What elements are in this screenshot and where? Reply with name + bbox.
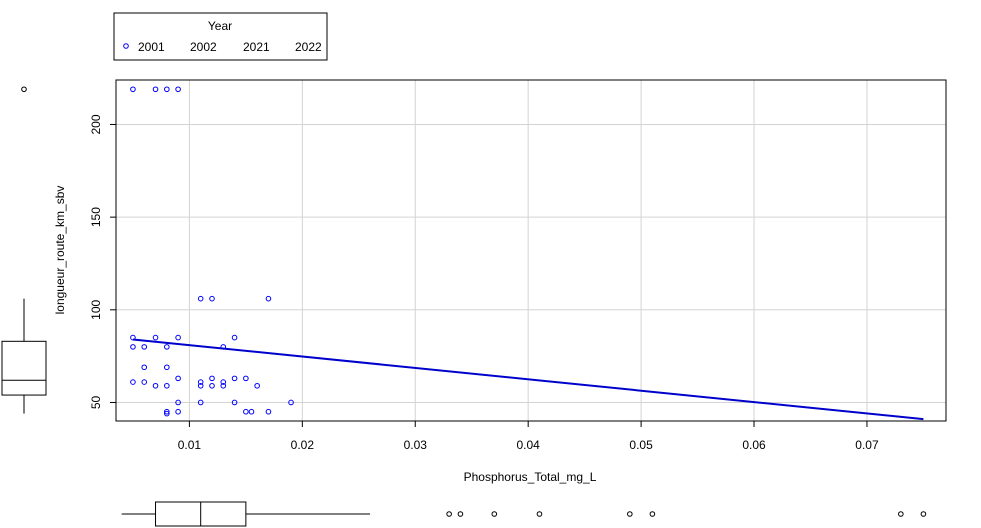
x-box-outlier: [649, 511, 656, 517]
x-box-outlier: [920, 511, 927, 517]
data-point: [175, 399, 181, 406]
y-tick-label: 50: [89, 395, 103, 409]
data-point: [164, 382, 170, 389]
legend-entry-label: 2022: [295, 40, 322, 54]
x-box-outlier: [898, 511, 904, 517]
y-tick-label: 150: [89, 207, 103, 227]
data-point: [197, 382, 204, 389]
x-tick-label: 0.07: [855, 438, 879, 452]
regression-line: [132, 338, 924, 421]
y-tick-label: 100: [89, 299, 103, 319]
data-points: [130, 86, 294, 417]
x-axis-label: Phosphorus_Total_mg_L: [464, 470, 597, 484]
x-box-outlier: [491, 511, 498, 517]
data-point: [254, 382, 260, 389]
data-point: [175, 334, 181, 341]
legend-entries: 2001 2002 2021 2022: [123, 40, 322, 54]
legend-entry-label: 2002: [190, 40, 217, 54]
legend-entry-label: 2021: [243, 40, 270, 54]
data-point: [164, 344, 170, 350]
data-point: [288, 399, 294, 406]
data-point: [152, 86, 159, 93]
data-point: [130, 86, 136, 93]
data-point: [175, 86, 181, 93]
data-point: [197, 379, 204, 385]
data-point: [130, 379, 136, 385]
x-box-outlier: [627, 511, 633, 517]
legend-box: [113, 12, 328, 61]
x-tick-label: 0.03: [404, 438, 428, 452]
x-tick-label: 0.01: [178, 438, 202, 452]
data-point: [141, 379, 148, 385]
data-point: [209, 382, 215, 389]
data-point: [265, 408, 272, 415]
data-point: [231, 399, 238, 406]
x-box-outlier: [457, 511, 464, 517]
data-point: [164, 364, 170, 371]
data-point: [243, 375, 249, 382]
data-point: [220, 382, 227, 389]
legend-title: Year: [208, 19, 232, 33]
data-point: [197, 399, 204, 406]
y-box-outlier: [21, 86, 27, 93]
data-point: [141, 364, 148, 371]
data-point: [130, 344, 136, 350]
x-tick-label: 0.02: [291, 438, 315, 452]
data-point: [164, 408, 170, 415]
data-point: [220, 379, 227, 385]
data-point: [231, 375, 238, 382]
data-point: [243, 408, 249, 415]
x-box-outlier: [536, 511, 543, 517]
x-tick-label: 0.06: [742, 438, 766, 452]
x-boxplot: [121, 501, 927, 527]
data-point: [152, 334, 159, 341]
data-point: [175, 375, 181, 382]
x-box-outlier: [446, 511, 452, 517]
data-point: [164, 86, 170, 93]
data-point: [231, 334, 238, 341]
x-tick-label: 0.04: [516, 438, 540, 452]
legend: Year 2001 2002 2021 2022: [113, 12, 328, 61]
plot-frame: [115, 79, 947, 422]
y-tick-label: 200: [89, 114, 103, 134]
data-point: [248, 408, 255, 415]
legend-entry-label: 2001: [138, 40, 165, 54]
data-point: [265, 295, 272, 302]
x-tick-label: 0.05: [629, 438, 653, 452]
y-axis: 50 100 150 200: [89, 114, 116, 409]
data-point: [209, 375, 215, 382]
y-box: [1, 340, 47, 396]
data-point: [141, 344, 148, 350]
data-point: [164, 410, 170, 417]
data-point: [209, 295, 215, 302]
regression-line-group: [132, 338, 924, 421]
data-point: [175, 408, 181, 415]
x-axis: 0.01 0.02 0.03 0.04 0.05 0.06 0.07: [178, 420, 879, 452]
grid: [116, 80, 946, 421]
y-axis-label: longueur_route_km_sbv: [53, 186, 67, 315]
data-point: [197, 295, 204, 302]
data-point: [152, 382, 159, 389]
legend-marker: [123, 43, 129, 49]
y-boxplot: [1, 86, 47, 414]
